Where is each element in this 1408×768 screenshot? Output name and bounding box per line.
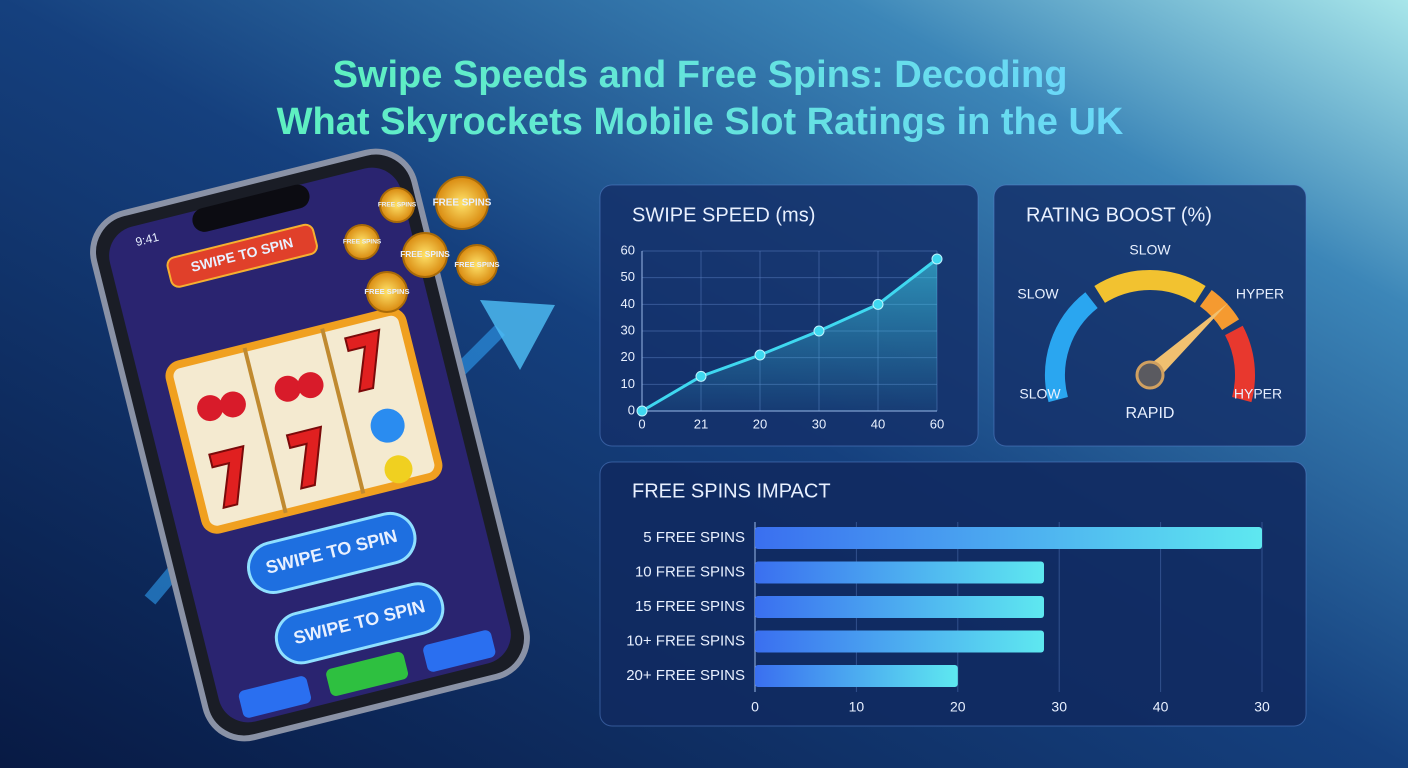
- nav-button[interactable]: [238, 675, 313, 719]
- chart-title: RATING BOOST (%): [1026, 204, 1212, 226]
- point: [636, 405, 648, 417]
- needle-hub: [1135, 360, 1165, 390]
- y-tick-label: 20+ FREE SPINS: [626, 667, 745, 684]
- y-tick-label: 15 FREE SPINS: [635, 598, 745, 615]
- y-tick-label: 10: [621, 376, 635, 391]
- nav-button[interactable]: [422, 629, 497, 673]
- reel-divider: [242, 347, 288, 514]
- coin: [379, 187, 415, 223]
- x-tick-label: 40: [1153, 699, 1169, 715]
- x-tick-label: 40: [871, 416, 885, 431]
- charts: SWIPE SPEED (ms) 0 10 20 30 40 50 60 0 21 20 30 40 60…: [621, 204, 1285, 714]
- y-tick-label: 30: [621, 322, 635, 337]
- line: [641, 257, 938, 413]
- coin: [435, 176, 489, 230]
- bar: [755, 561, 1044, 584]
- bar: [755, 527, 1262, 549]
- coin-label: FREE SPINS: [364, 287, 409, 296]
- top-button: [166, 223, 318, 288]
- x-tick-label: 20: [950, 699, 966, 715]
- phone: 9:41 SWIPE TO SPIN SWIPE TO SPIN SWIPE T…: [90, 148, 530, 742]
- y-tick-label: 10 FREE SPINS: [635, 563, 745, 580]
- point: [931, 253, 943, 265]
- coin: [402, 232, 448, 278]
- gauge-label: SLOW: [1129, 242, 1171, 258]
- line-area: [642, 259, 937, 411]
- nav-button[interactable]: [325, 651, 409, 698]
- gauge-zone: [1045, 292, 1098, 403]
- x-tick-label: 0: [638, 416, 645, 431]
- point: [813, 325, 825, 337]
- x-tick-label: 60: [930, 416, 944, 431]
- title-line: What Skyrockets Mobile Slot Ratings in t…: [277, 101, 1124, 143]
- needle: [1144, 303, 1228, 381]
- coin-label: FREE SPINS: [343, 239, 382, 246]
- y-tick-label: 10+ FREE SPINS: [626, 632, 745, 649]
- spin-button[interactable]: [243, 508, 420, 598]
- coin-label: FREE SPINS: [433, 198, 492, 209]
- coin: [366, 271, 408, 313]
- status-time: 9:41: [134, 230, 160, 249]
- gauge-zone: [1224, 325, 1255, 403]
- bar: [755, 596, 1044, 618]
- coin-label: FREE SPINS: [400, 249, 450, 259]
- chart-title: SWIPE SPEED (ms): [632, 204, 815, 226]
- x-tick-label: 30: [1254, 699, 1270, 715]
- point: [754, 349, 766, 361]
- chart-title: FREE SPINS IMPACT: [632, 480, 831, 502]
- bar: [755, 665, 958, 687]
- x-tick-label: 30: [1051, 699, 1067, 715]
- gauge-label: SLOW: [1019, 386, 1061, 402]
- arrow-head: [480, 300, 555, 370]
- notch: [192, 184, 310, 232]
- coin-label: FREE SPINS: [378, 202, 417, 209]
- x-tick-label: 10: [849, 699, 865, 715]
- y-tick-label: 5 FREE SPINS: [643, 529, 745, 546]
- point: [695, 370, 707, 382]
- y-tick-label: 50: [621, 269, 635, 284]
- gauge-zone: [1094, 270, 1206, 304]
- y-tick-label: 20: [621, 349, 635, 364]
- gauge-label: SLOW: [1017, 286, 1059, 302]
- coin-label: FREE SPINS: [454, 260, 499, 269]
- panel: [993, 184, 1307, 447]
- reel-divider: [320, 328, 366, 495]
- x-tick-label: 20: [753, 416, 767, 431]
- gauge-label: HYPER: [1236, 286, 1284, 302]
- y-tick-label: 60: [621, 242, 635, 257]
- x-tick-label: 0: [751, 699, 759, 715]
- y-tick-label: 0: [628, 402, 635, 417]
- coins: FREE SPINS FREE SPINS FREE SPINS FREE SPINS…: [343, 176, 500, 313]
- x-tick-label: 21: [694, 416, 708, 431]
- coin: [456, 244, 498, 286]
- y-tick-label: 40: [621, 296, 635, 311]
- spin-button[interactable]: [271, 578, 448, 668]
- title-line: Swipe Speeds and Free Spins: Decoding: [333, 54, 1068, 96]
- cherries: [197, 372, 413, 484]
- sevens: [208, 328, 381, 510]
- gauge-label: HYPER: [1234, 386, 1282, 402]
- coin: [344, 224, 380, 260]
- gauge-center-label: RAPID: [1126, 405, 1175, 422]
- x-tick-label: 30: [812, 416, 826, 431]
- bar: [755, 630, 1044, 653]
- point: [872, 298, 884, 310]
